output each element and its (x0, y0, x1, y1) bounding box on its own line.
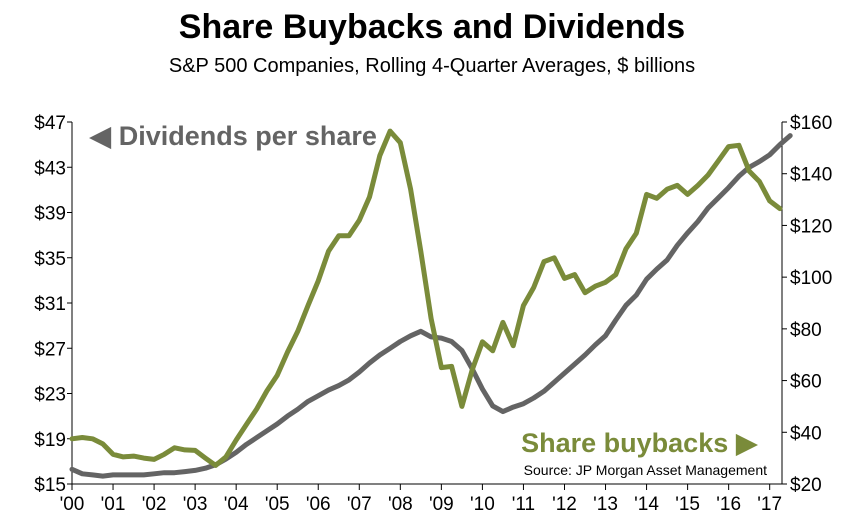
dividends-series-label: ◀ Dividends per share (89, 121, 377, 151)
x-tick-label: '08 (388, 494, 413, 515)
buybacks-series-label: Share buybacks ▶ (521, 428, 758, 458)
chart-subtitle: S&P 500 Companies, Rolling 4-Quarter Ave… (169, 55, 695, 77)
source-note: Source: JP Morgan Asset Management (524, 462, 767, 478)
x-tick-label: '13 (593, 494, 618, 515)
x-tick-label: '09 (429, 494, 454, 515)
x-tick-label: '06 (306, 494, 331, 515)
left-tick-label: $23 (34, 385, 66, 406)
x-tick-label: '02 (142, 494, 167, 515)
x-tick-label: '05 (265, 494, 290, 515)
right-tick-label: $120 (790, 216, 832, 237)
x-tick-label: '01 (101, 494, 126, 515)
x-tick-label: '14 (634, 494, 659, 515)
series-lines (69, 128, 793, 479)
dividends-line (69, 133, 793, 479)
x-axis-ticks: '00 '01 '02 '03 '04 '05 '06 '07 '08 '09 '10 '11 '12 '… (60, 484, 782, 515)
right-axis-ticks: $160 $140 $120 $100 $80 $60 $40 $20 (782, 113, 832, 496)
left-axis-ticks: $47 $43 $39 $35 $31 $27 $23 $19 $15 (34, 113, 72, 496)
right-tick-label: $100 (790, 268, 832, 289)
left-tick-label: $39 (34, 204, 66, 225)
x-tick-label: '00 (60, 494, 85, 515)
left-tick-label: $47 (34, 113, 66, 134)
left-tick-label: $31 (34, 294, 66, 315)
right-tick-label: $140 (790, 165, 832, 186)
x-tick-label: '16 (716, 494, 741, 515)
left-arrow-icon: ◀ (89, 121, 112, 151)
right-arrow-icon: ▶ (735, 428, 758, 458)
x-tick-label: '03 (183, 494, 208, 515)
right-tick-label: $80 (790, 320, 822, 341)
left-tick-label: $35 (34, 249, 66, 270)
x-tick-label: '07 (347, 494, 372, 515)
x-tick-label: '04 (224, 494, 249, 515)
x-tick-label: '10 (470, 494, 495, 515)
right-tick-label: $60 (790, 372, 822, 393)
x-tick-label: '11 (512, 494, 535, 515)
chart-title: Share Buybacks and Dividends (179, 8, 685, 46)
right-tick-label: $40 (790, 423, 822, 444)
right-tick-label: $20 (790, 475, 822, 496)
left-tick-label: $15 (34, 475, 66, 496)
x-tick-label: '12 (552, 494, 577, 515)
x-tick-label: '15 (675, 494, 700, 515)
right-tick-label: $160 (790, 113, 832, 134)
left-tick-label: $19 (34, 430, 66, 451)
x-tick-label: '17 (757, 494, 782, 515)
left-tick-label: $27 (34, 339, 66, 360)
buybacks-line (69, 128, 783, 468)
left-tick-label: $43 (34, 158, 66, 179)
